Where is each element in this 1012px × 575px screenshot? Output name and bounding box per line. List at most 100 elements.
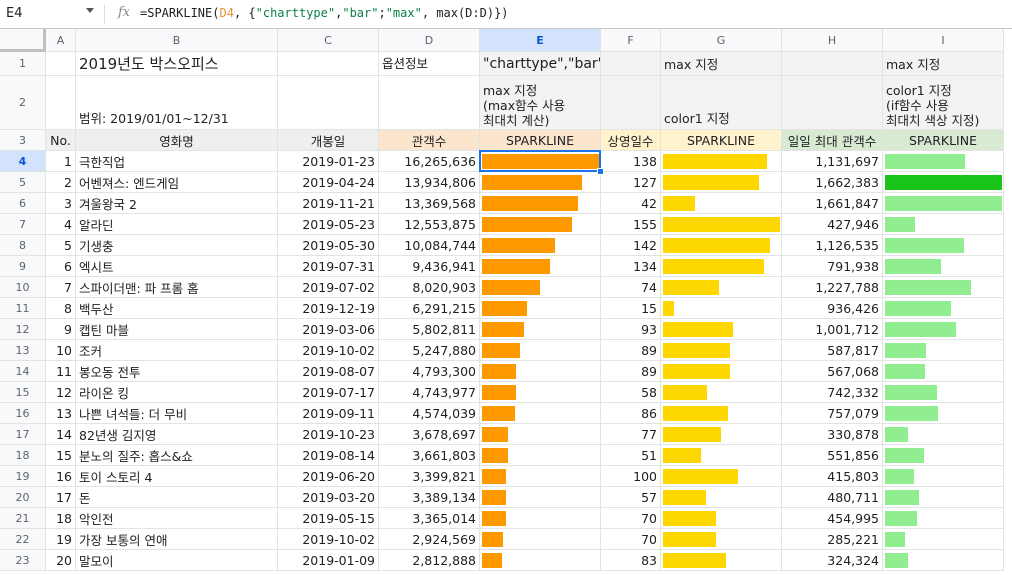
cell-spark-days[interactable] bbox=[661, 445, 782, 466]
cell-daily-max[interactable]: 1,126,535 bbox=[782, 235, 883, 256]
cell-c1[interactable] bbox=[278, 52, 379, 76]
cell-release[interactable]: 2019-05-15 bbox=[278, 508, 379, 529]
cell-spark-daily[interactable] bbox=[883, 277, 1004, 298]
cell-audience[interactable]: 2,924,569 bbox=[379, 529, 480, 550]
cell-days[interactable]: 58 bbox=[601, 382, 661, 403]
header-spark1[interactable]: SPARKLINE bbox=[480, 130, 601, 151]
cell-no[interactable]: 13 bbox=[46, 403, 76, 424]
cell-daily-max[interactable]: 285,221 bbox=[782, 529, 883, 550]
options-label[interactable]: 옵션정보 bbox=[379, 52, 480, 76]
cell-days[interactable]: 42 bbox=[601, 193, 661, 214]
cell-spark-audience[interactable] bbox=[480, 340, 601, 361]
row-header-14[interactable]: 14 bbox=[0, 361, 46, 382]
cell-title[interactable]: 토이 스토리 4 bbox=[76, 466, 278, 487]
cell-spark-daily[interactable] bbox=[883, 508, 1004, 529]
cell-daily-max[interactable]: 1,661,847 bbox=[782, 193, 883, 214]
cell-release[interactable]: 2019-07-31 bbox=[278, 256, 379, 277]
cell-spark-audience[interactable] bbox=[480, 361, 601, 382]
row-header-17[interactable]: 17 bbox=[0, 424, 46, 445]
row-header-6[interactable]: 6 bbox=[0, 193, 46, 214]
cell-release[interactable]: 2019-04-24 bbox=[278, 172, 379, 193]
cell-title[interactable]: 엑시트 bbox=[76, 256, 278, 277]
sheet-title[interactable]: 2019년도 박스오피스 bbox=[76, 52, 278, 76]
spark-options-g1[interactable]: max 지정 bbox=[661, 52, 782, 76]
cell-daily-max[interactable]: 1,001,712 bbox=[782, 319, 883, 340]
cell-spark-audience[interactable] bbox=[480, 151, 601, 172]
cell-daily-max[interactable]: 1,131,697 bbox=[782, 151, 883, 172]
name-box-dropdown-icon[interactable] bbox=[86, 8, 94, 13]
cell-title[interactable]: 겨울왕국 2 bbox=[76, 193, 278, 214]
cell-title[interactable]: 조커 bbox=[76, 340, 278, 361]
cell-spark-daily[interactable] bbox=[883, 298, 1004, 319]
cell-days[interactable]: 134 bbox=[601, 256, 661, 277]
cell-title[interactable]: 알라딘 bbox=[76, 214, 278, 235]
cell-days[interactable]: 74 bbox=[601, 277, 661, 298]
spark-options-i2[interactable]: color1 지정 (if함수 사용 최대치 색상 지정) bbox=[883, 76, 1004, 130]
row-header-15[interactable]: 15 bbox=[0, 382, 46, 403]
cell-daily-max[interactable]: 551,856 bbox=[782, 445, 883, 466]
column-header-d[interactable]: D bbox=[379, 29, 480, 52]
cell-days[interactable]: 93 bbox=[601, 319, 661, 340]
fill-handle[interactable] bbox=[597, 168, 604, 175]
cell-spark-days[interactable] bbox=[661, 424, 782, 445]
header-no[interactable]: No. bbox=[46, 130, 76, 151]
cell-spark-audience[interactable] bbox=[480, 424, 601, 445]
cell-title[interactable]: 스파이더맨: 파 프롬 홈 bbox=[76, 277, 278, 298]
cell-audience[interactable]: 3,678,697 bbox=[379, 424, 480, 445]
cell-title[interactable]: 어벤져스: 엔드게임 bbox=[76, 172, 278, 193]
row-header-2[interactable]: 2 bbox=[0, 76, 46, 130]
row-header-18[interactable]: 18 bbox=[0, 445, 46, 466]
cell-days[interactable]: 142 bbox=[601, 235, 661, 256]
cell-spark-days[interactable] bbox=[661, 487, 782, 508]
cell-spark-days[interactable] bbox=[661, 403, 782, 424]
cell-title[interactable]: 기생충 bbox=[76, 235, 278, 256]
cell-h2[interactable] bbox=[782, 76, 883, 130]
cell-days[interactable]: 89 bbox=[601, 361, 661, 382]
cell-release[interactable]: 2019-05-30 bbox=[278, 235, 379, 256]
select-all-corner[interactable] bbox=[0, 29, 46, 52]
cell-audience[interactable]: 10,084,744 bbox=[379, 235, 480, 256]
cell-audience[interactable]: 13,369,568 bbox=[379, 193, 480, 214]
cell-audience[interactable]: 2,812,888 bbox=[379, 550, 480, 571]
cell-f2[interactable] bbox=[601, 76, 661, 130]
row-header-4[interactable]: 4 bbox=[0, 151, 46, 172]
cell-days[interactable]: 86 bbox=[601, 403, 661, 424]
column-header-e[interactable]: E bbox=[480, 29, 601, 52]
cell-audience[interactable]: 3,389,134 bbox=[379, 487, 480, 508]
cell-release[interactable]: 2019-03-06 bbox=[278, 319, 379, 340]
cell-days[interactable]: 89 bbox=[601, 340, 661, 361]
cell-spark-daily[interactable] bbox=[883, 445, 1004, 466]
cell-spark-days[interactable] bbox=[661, 382, 782, 403]
header-spark3[interactable]: SPARKLINE bbox=[883, 130, 1004, 151]
cell-spark-daily[interactable] bbox=[883, 487, 1004, 508]
cell-spark-daily[interactable] bbox=[883, 550, 1004, 571]
cell-spark-days[interactable] bbox=[661, 529, 782, 550]
cell-release[interactable]: 2019-07-02 bbox=[278, 277, 379, 298]
cell-daily-max[interactable]: 1,662,383 bbox=[782, 172, 883, 193]
cell-release[interactable]: 2019-01-23 bbox=[278, 151, 379, 172]
cell-release[interactable]: 2019-12-19 bbox=[278, 298, 379, 319]
cell-audience[interactable]: 4,743,977 bbox=[379, 382, 480, 403]
cell-spark-audience[interactable] bbox=[480, 235, 601, 256]
header-title[interactable]: 영화명 bbox=[76, 130, 278, 151]
header-spark2[interactable]: SPARKLINE bbox=[661, 130, 782, 151]
cell-days[interactable]: 138 bbox=[601, 151, 661, 172]
cell-no[interactable]: 12 bbox=[46, 382, 76, 403]
cell-days[interactable]: 155 bbox=[601, 214, 661, 235]
cell-no[interactable]: 14 bbox=[46, 424, 76, 445]
cell-spark-days[interactable] bbox=[661, 340, 782, 361]
row-header-7[interactable]: 7 bbox=[0, 214, 46, 235]
cell-audience[interactable]: 9,436,941 bbox=[379, 256, 480, 277]
cell-spark-daily[interactable] bbox=[883, 151, 1004, 172]
cell-audience[interactable]: 4,574,039 bbox=[379, 403, 480, 424]
cell-daily-max[interactable]: 936,426 bbox=[782, 298, 883, 319]
cell-spark-days[interactable] bbox=[661, 151, 782, 172]
cell-audience[interactable]: 5,247,880 bbox=[379, 340, 480, 361]
cell-daily-max[interactable]: 791,938 bbox=[782, 256, 883, 277]
cell-spark-daily[interactable] bbox=[883, 529, 1004, 550]
cell-spark-audience[interactable] bbox=[480, 508, 601, 529]
cell-spark-daily[interactable] bbox=[883, 193, 1004, 214]
row-header-21[interactable]: 21 bbox=[0, 508, 46, 529]
cell-no[interactable]: 20 bbox=[46, 550, 76, 571]
cell-days[interactable]: 15 bbox=[601, 298, 661, 319]
